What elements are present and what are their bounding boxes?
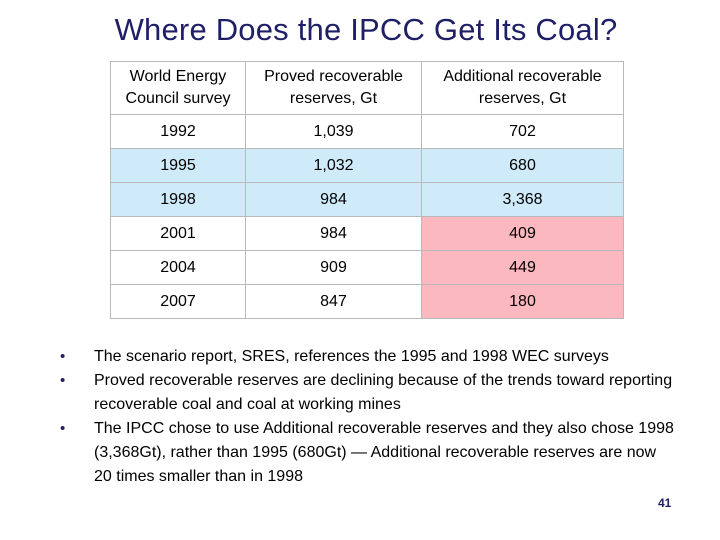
cell-proved: 984 — [246, 183, 422, 217]
cell-proved: 1,039 — [246, 115, 422, 149]
cell-year: 1992 — [110, 115, 246, 149]
cell-additional: 449 — [422, 251, 624, 285]
cell-additional: 702 — [422, 115, 624, 149]
bullet-list: • The scenario report, SRES, references … — [56, 345, 676, 489]
bullet-dot-icon: • — [60, 420, 66, 437]
bullet-item: • Proved recoverable reserves are declin… — [56, 369, 676, 417]
cell-additional: 409 — [422, 217, 624, 251]
cell-proved: 847 — [246, 285, 422, 319]
cell-additional: 680 — [422, 149, 624, 183]
header-proved-line1: Proved recoverable — [264, 68, 403, 85]
table-row: 1992 1,039 702 — [110, 115, 624, 149]
cell-additional: 180 — [422, 285, 624, 319]
bullet-text: The scenario report, SRES, references th… — [94, 348, 609, 365]
header-survey-line2: Council survey — [125, 90, 231, 107]
cell-year: 2004 — [110, 251, 246, 285]
table-header-row: World Energy Council survey Proved recov… — [110, 61, 624, 115]
slide-title: Where Does the IPCC Get Its Coal? — [114, 12, 618, 47]
header-additional-line1: Additional recoverable — [443, 68, 602, 85]
header-proved: Proved recoverable reserves, Gt — [246, 61, 422, 115]
cell-year: 1998 — [110, 183, 246, 217]
cell-proved: 909 — [246, 251, 422, 285]
bullet-text: Proved recoverable reserves are declinin… — [94, 372, 673, 413]
cell-year: 2001 — [110, 217, 246, 251]
page-number: 41 — [658, 496, 672, 510]
header-survey-line1: World Energy — [129, 68, 227, 85]
bullet-dot-icon: • — [60, 348, 66, 365]
table-row: 1995 1,032 680 — [110, 149, 624, 183]
bullet-dot-icon: • — [60, 372, 66, 389]
header-additional-line2: reserves, Gt — [478, 90, 567, 107]
bullet-item: • The IPCC chose to use Additional recov… — [56, 417, 676, 489]
bullet-text: The IPCC chose to use Additional recover… — [94, 420, 674, 485]
cell-additional: 3,368 — [422, 183, 624, 217]
cell-proved: 984 — [246, 217, 422, 251]
coal-reserves-table: World Energy Council survey Proved recov… — [110, 61, 624, 319]
table-row: 2007 847 180 — [110, 285, 624, 319]
header-proved-line2: reserves, Gt — [289, 90, 378, 107]
header-survey: World Energy Council survey — [110, 61, 246, 115]
table-row: 2001 984 409 — [110, 217, 624, 251]
cell-year: 1995 — [110, 149, 246, 183]
cell-proved: 1,032 — [246, 149, 422, 183]
bullet-item: • The scenario report, SRES, references … — [56, 345, 676, 369]
cell-year: 2007 — [110, 285, 246, 319]
header-additional: Additional recoverable reserves, Gt — [422, 61, 624, 115]
table-row: 2004 909 449 — [110, 251, 624, 285]
table-row: 1998 984 3,368 — [110, 183, 624, 217]
